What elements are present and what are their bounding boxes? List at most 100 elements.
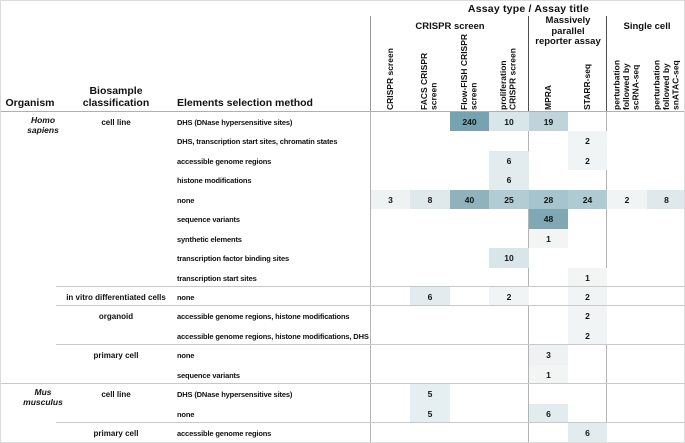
matrix-cell: 6 <box>568 423 607 442</box>
matrix-cell: 5 <box>410 404 450 423</box>
matrix-cell: 2 <box>568 151 607 170</box>
method-label: sequence variants <box>177 214 240 224</box>
cell-value: 2 <box>585 155 590 166</box>
biosample-label: cell line <box>101 389 131 399</box>
biosample-label: organoid <box>98 311 134 321</box>
column-label-text: CRISPR screen <box>384 48 395 110</box>
column-header-elements-selection-method: Elements selection method <box>177 97 313 109</box>
matrix-cell: 6 <box>529 404 568 423</box>
cell-value: 10 <box>504 116 514 127</box>
cell-value: 10 <box>504 253 514 263</box>
column-label-text: perturbation followed by scRNA-seq <box>611 59 641 110</box>
cell-value: 2 <box>585 136 590 146</box>
cell-value: 2 <box>585 311 590 321</box>
column-label: FACS CRISPR screen <box>410 18 449 110</box>
cell-value: 6 <box>585 427 590 438</box>
method-label: histone modifications <box>177 175 252 185</box>
cell-value: 1 <box>585 272 590 283</box>
matrix-cell: 19 <box>529 112 568 131</box>
biosample-label: cell line <box>101 117 131 127</box>
cell-value: 25 <box>504 194 514 205</box>
matrix-cell: 2 <box>568 131 607 151</box>
column-label: Flow-FISH CRISPR screen <box>450 18 489 110</box>
method-label: none <box>177 195 195 205</box>
column-label-text: proliferation CRISPR screen <box>498 48 518 110</box>
matrix-cell: 5 <box>410 384 450 404</box>
cell-value: 3 <box>546 350 551 360</box>
column-label-text: FACS CRISPR screen <box>419 52 440 110</box>
matrix-cell: 6 <box>489 151 529 170</box>
cell-value: 6 <box>506 155 512 166</box>
figure-title: Assay type / Assay title <box>467 3 590 15</box>
matrix-cell: 2 <box>568 326 607 345</box>
matrix-cell: 24 <box>568 190 607 209</box>
cell-value: 2 <box>585 291 590 302</box>
method-label: none <box>177 350 195 360</box>
column-label-text: MPRA <box>542 84 553 110</box>
biosample-separator-line <box>56 305 684 306</box>
matrix-cell: 240 <box>450 112 489 131</box>
matrix-cell: 48 <box>529 209 568 229</box>
method-label: DHS (DNase hypersensitive sites) <box>177 117 293 127</box>
header-rule <box>1 111 684 112</box>
cell-value: 3 <box>388 194 393 205</box>
biosample-label: in vitro differentiated cells <box>66 292 166 302</box>
method-label: none <box>177 409 195 419</box>
column-header-biosample-classification: Biosample classification <box>82 85 150 109</box>
matrix-cell: 1 <box>529 229 568 248</box>
matrix-cell: 10 <box>489 112 529 131</box>
column-label: MPRA <box>529 18 568 110</box>
matrix-cell: 40 <box>450 190 489 209</box>
method-label: DHS (DNase hypersensitive sites) <box>177 389 293 399</box>
cell-value: 6 <box>506 175 512 185</box>
method-label: accessible genome regions <box>177 428 272 438</box>
matrix-cell: 2 <box>568 306 607 326</box>
column-label-text: Flow-FISH CRISPR screen <box>458 33 479 110</box>
assay-group-label-single-cell: Single cell <box>623 21 671 32</box>
method-label: none <box>177 292 195 302</box>
biosample-label: primary cell <box>93 428 139 438</box>
group-divider-line <box>528 111 529 442</box>
column-label: perturbation followed by scRNA-seq <box>607 18 646 110</box>
matrix-cell: 2 <box>489 287 529 306</box>
group-divider-line <box>370 111 371 442</box>
column-label: proliferation CRISPR screen <box>489 18 528 110</box>
cell-value: 8 <box>427 194 433 205</box>
cell-value: 8 <box>664 194 669 205</box>
matrix-cell: 1 <box>568 268 607 287</box>
biosample-separator-line <box>56 286 684 287</box>
method-label: accessible genome regions, histone modif… <box>177 331 369 341</box>
matrix-cell: 1 <box>529 365 568 384</box>
column-label: CRISPR screen <box>371 18 410 110</box>
assay-group-label-crispr-screen: CRISPR screen <box>415 21 485 32</box>
cell-value: 19 <box>543 116 554 127</box>
column-label: STARR-seq <box>568 18 607 110</box>
organism-separator-line <box>1 383 684 384</box>
organism-label: Mus musculus <box>23 387 63 407</box>
organism-label: Homo sapiens <box>27 115 59 135</box>
method-label: synthetic elements <box>177 234 242 244</box>
matrix-cell: 28 <box>529 190 568 209</box>
column-label-text: STARR-seq <box>581 63 592 110</box>
cell-value: 48 <box>543 214 554 224</box>
matrix-cell: 3 <box>529 345 568 365</box>
biosample-separator-line <box>56 344 684 345</box>
group-divider-line <box>606 16 607 111</box>
method-label: transcription start sites <box>177 273 257 283</box>
matrix-cell: 2 <box>568 287 607 306</box>
cell-value: 1 <box>546 369 551 380</box>
cell-value: 5 <box>427 408 433 419</box>
cell-value: 2 <box>506 291 512 302</box>
cell-value: 6 <box>427 291 433 302</box>
matrix-cell: 25 <box>489 190 529 209</box>
matrix-cell: 10 <box>489 248 529 268</box>
assay-group-label-mpra: Massively parallel reporter assay <box>535 15 601 47</box>
cell-value: 24 <box>582 194 593 205</box>
cell-value: 1 <box>546 233 551 244</box>
method-label: accessible genome regions, histone modif… <box>177 311 350 321</box>
matrix-cell: 6 <box>410 287 450 306</box>
matrix-cell: 6 <box>489 170 529 190</box>
column-header-organism: Organism <box>5 97 55 109</box>
method-label: sequence variants <box>177 370 240 380</box>
